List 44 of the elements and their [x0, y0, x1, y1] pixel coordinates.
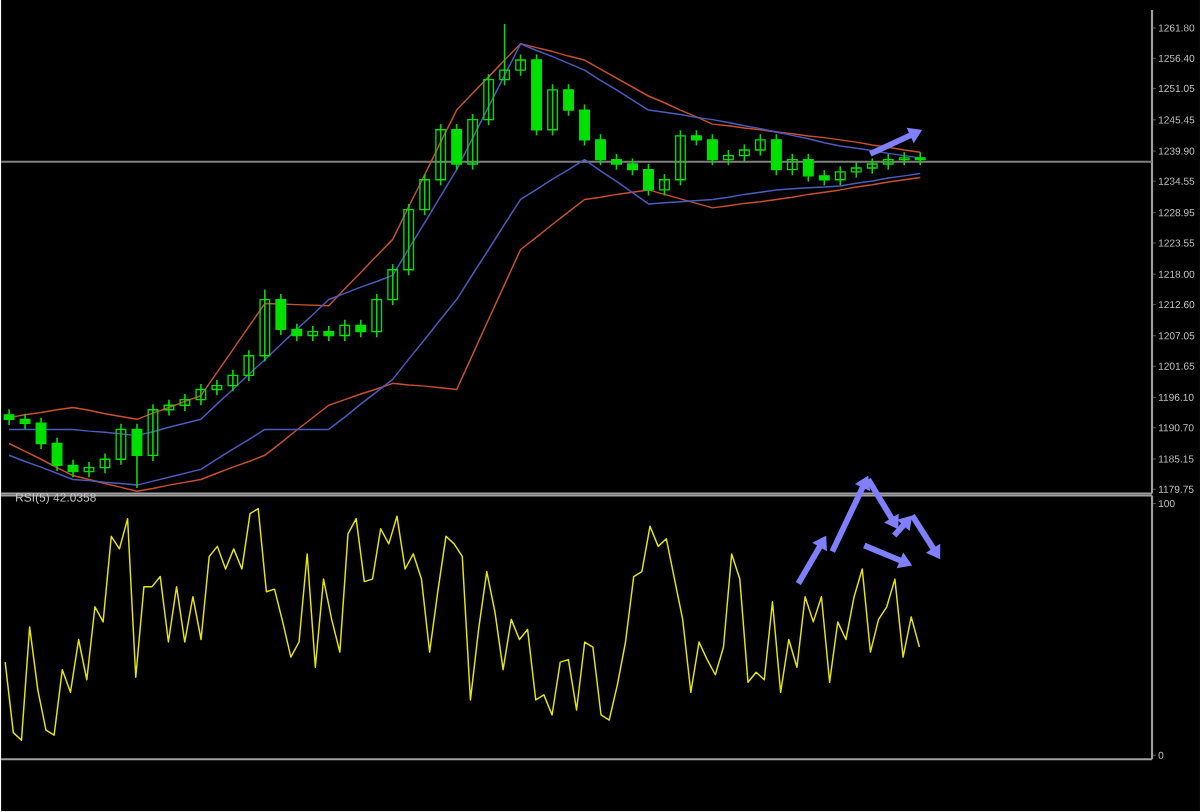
candlestick — [275, 293, 287, 337]
candlestick — [483, 73, 495, 127]
candlestick — [131, 423, 143, 490]
candlestick — [371, 293, 383, 339]
candlestick — [802, 153, 814, 183]
candlestick — [419, 173, 431, 217]
candlestick — [339, 319, 351, 343]
candlestick — [435, 123, 447, 187]
candlestick — [51, 437, 63, 473]
candlestick — [211, 379, 223, 397]
candlestick — [195, 383, 207, 407]
candlestick — [786, 153, 798, 177]
candlestick — [259, 289, 271, 363]
candlestick — [387, 263, 399, 307]
candlestick — [147, 403, 159, 463]
candlestick — [770, 133, 782, 177]
candlestick — [83, 461, 95, 479]
candlestick — [674, 129, 686, 187]
candlestick — [243, 349, 255, 383]
candlestick — [882, 153, 894, 171]
candlestick — [706, 133, 718, 167]
candlestick — [227, 369, 239, 393]
candlestick — [643, 163, 654, 197]
candlestick — [179, 393, 191, 413]
candlestick — [403, 203, 415, 277]
candlestick — [866, 157, 878, 175]
candlestick — [163, 399, 175, 417]
candlestick — [914, 151, 926, 167]
candlestick — [659, 173, 670, 197]
candlestick — [115, 423, 127, 467]
candlestick — [547, 83, 559, 137]
candlestick — [563, 83, 575, 117]
candlestick — [579, 104, 590, 147]
candlestick — [850, 161, 862, 179]
candlestick — [451, 123, 463, 171]
candlestick — [35, 417, 47, 451]
candlestick — [515, 53, 527, 77]
candlestick — [595, 133, 606, 167]
candlestick — [834, 165, 846, 187]
candlestick — [467, 113, 479, 171]
candlestick — [307, 325, 319, 343]
candlestick — [754, 133, 766, 157]
candlestick — [99, 453, 111, 475]
candlestick — [499, 23, 511, 87]
